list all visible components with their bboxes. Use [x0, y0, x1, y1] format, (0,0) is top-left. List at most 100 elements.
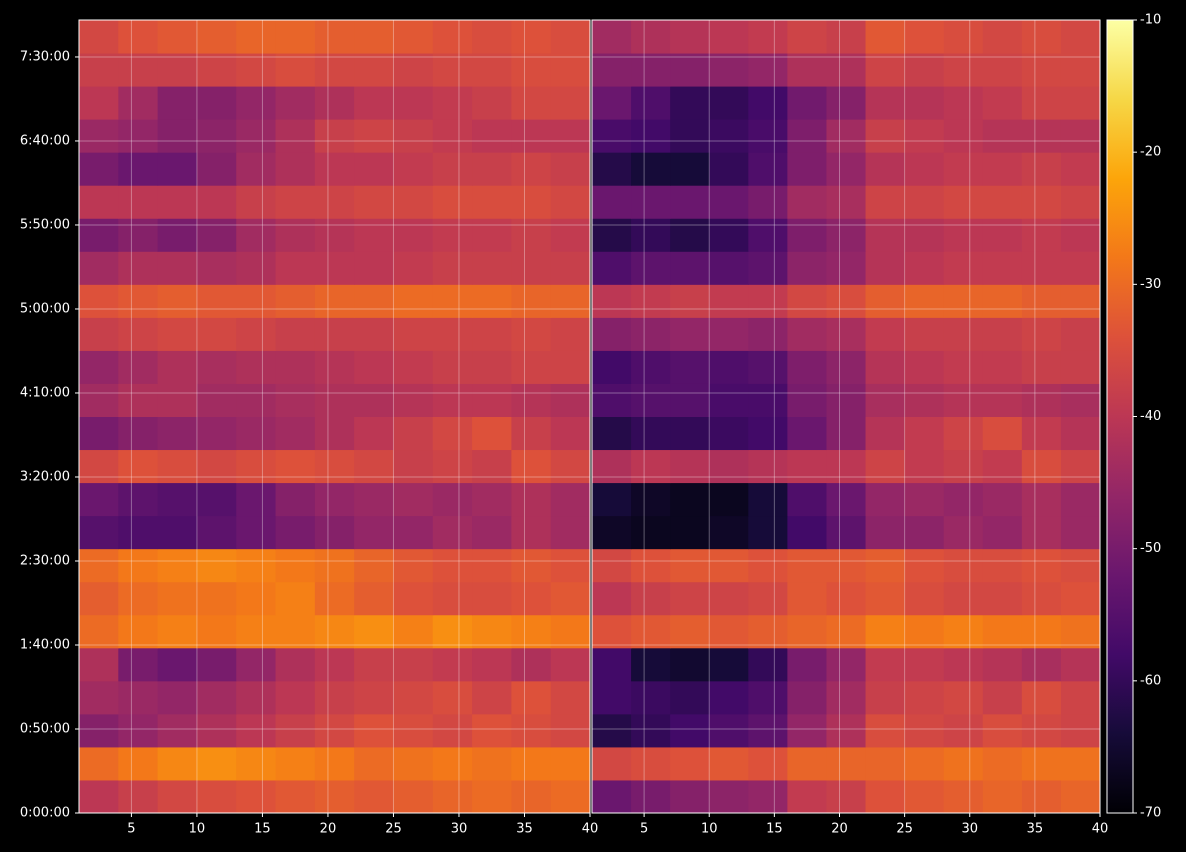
heatmap-cell: [550, 350, 590, 384]
heatmap-cell: [157, 317, 198, 351]
heatmap-cell: [631, 548, 671, 583]
heatmap-cell: [1021, 746, 1062, 781]
heatmap-cell: [432, 449, 473, 484]
heatmap-cell: [275, 218, 316, 252]
heatmap-cell: [670, 119, 710, 153]
heatmap-cell: [236, 20, 277, 54]
heatmap-cell: [432, 119, 473, 153]
heatmap-cell: [709, 482, 749, 517]
heatmap-cell: [393, 218, 434, 252]
heatmap-cell: [432, 350, 473, 384]
heatmap-cell: [196, 416, 237, 451]
heatmap-cell: [314, 20, 355, 54]
x-tick-label: 15: [254, 822, 271, 837]
heatmap-cell: [354, 86, 394, 120]
heatmap-cell: [1060, 152, 1100, 186]
heatmap-cell: [236, 218, 277, 252]
heatmap-cell: [904, 515, 945, 550]
heatmap-cell: [670, 713, 710, 748]
heatmap-cell: [631, 185, 671, 219]
heatmap-cell: [904, 614, 945, 649]
heatmap-cell: [432, 53, 473, 87]
heatmap-cell: [631, 779, 671, 813]
heatmap-cell: [275, 449, 316, 484]
heatmap-cell: [748, 416, 788, 451]
heatmap-cell: [865, 779, 906, 813]
heatmap-cell: [592, 713, 632, 748]
heatmap-cell: [670, 779, 710, 813]
heatmap-cell: [314, 119, 355, 153]
heatmap-cell: [826, 416, 867, 451]
colorbar: [1106, 19, 1134, 814]
heatmap-cell: [511, 581, 552, 616]
heatmap-cell: [157, 53, 198, 87]
panel-frame: [591, 19, 1101, 814]
heatmap-cell: [787, 746, 827, 781]
heatmap-cell: [748, 284, 788, 318]
heatmap-cell: [511, 284, 552, 318]
heatmap-cell: [314, 185, 355, 219]
heatmap-cell: [1021, 647, 1062, 682]
colorbar-tick-label: -30: [1140, 277, 1161, 292]
heatmap-cell: [550, 20, 590, 54]
heatmap-cell: [157, 383, 198, 417]
heatmap-cell: [787, 449, 827, 484]
heatmap-cell: [118, 680, 159, 715]
heatmap-cell: [118, 350, 159, 384]
heatmap-cell: [631, 416, 671, 451]
heatmap-cell: [592, 482, 632, 517]
heatmap-cell: [196, 713, 237, 748]
heatmap-cell: [472, 383, 512, 417]
heatmap-cell: [943, 647, 984, 682]
heatmap-cell: [550, 581, 590, 616]
heatmap-cell: [904, 581, 945, 616]
heatmap-cell: [592, 614, 632, 649]
heatmap-cell: [787, 383, 827, 417]
heatmap-cell: [354, 317, 394, 351]
heatmap-cell: [1060, 779, 1100, 813]
heatmap-cell: [748, 53, 788, 87]
heatmap-cell: [826, 218, 867, 252]
heatmap-cell: [236, 548, 277, 583]
heatmap-cell: [865, 482, 906, 517]
heatmap-cell: [1060, 86, 1100, 120]
heatmap-cell: [393, 350, 434, 384]
heatmap-cell: [1060, 548, 1100, 583]
heatmap-cell: [79, 152, 119, 186]
heatmap-cell: [982, 284, 1023, 318]
heatmap-cell: [982, 548, 1023, 583]
heatmap-cell: [904, 284, 945, 318]
heatmap-cell: [550, 218, 590, 252]
heatmap-cell: [236, 119, 277, 153]
heatmap-cell: [79, 614, 119, 649]
heatmap-cell: [670, 20, 710, 54]
heatmap-cell: [432, 152, 473, 186]
heatmap-cell: [354, 779, 394, 813]
x-tick-label: 30: [961, 822, 978, 837]
heatmap-cell: [354, 185, 394, 219]
heatmap-cell: [631, 515, 671, 550]
heatmap-cell: [314, 548, 355, 583]
heatmap-cell: [709, 449, 749, 484]
heatmap-cell: [354, 515, 394, 550]
heatmap-cell: [709, 119, 749, 153]
heatmap-cell: [826, 482, 867, 517]
heatmap-cell: [314, 251, 355, 285]
heatmap-cell: [236, 53, 277, 87]
heatmap-cell: [631, 383, 671, 417]
heatmap-cell: [314, 86, 355, 120]
heatmap-cell: [826, 383, 867, 417]
heatmap-cell: [943, 53, 984, 87]
heatmap-cell: [275, 284, 316, 318]
heatmap-cell: [236, 383, 277, 417]
heatmap-cell: [670, 614, 710, 649]
heatmap-cell: [118, 383, 159, 417]
heatmap-cell: [982, 647, 1023, 682]
heatmap-cell: [787, 713, 827, 748]
heatmap-cell: [982, 515, 1023, 550]
heatmap-cell: [826, 185, 867, 219]
heatmap-cell: [550, 152, 590, 186]
heatmap-cell: [196, 581, 237, 616]
heatmap-cell: [511, 218, 552, 252]
heatmap-cell: [670, 515, 710, 550]
